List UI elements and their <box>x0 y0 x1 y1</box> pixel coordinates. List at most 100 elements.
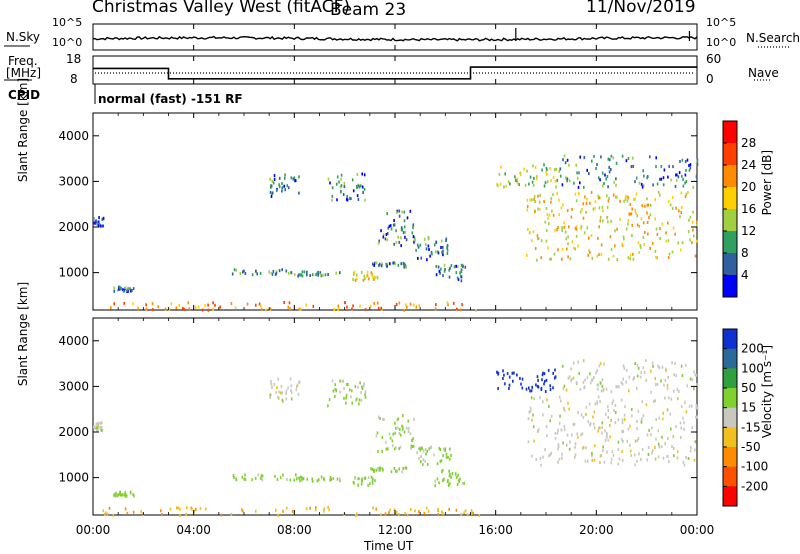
velocity-echo-region-5 <box>352 475 376 488</box>
power-colorbar-tick: 28 <box>741 136 756 150</box>
x-tick-label: 04:00 <box>176 523 211 537</box>
velocity-colorbar-tick: 200 <box>741 342 764 356</box>
power-echo-region-0 <box>93 216 105 228</box>
nsky-tick-top: 10^5 <box>52 16 83 29</box>
velocity-colorbar-label: Velocity [m s⁻¹] <box>760 345 774 439</box>
velocity-colorbar-frame <box>722 328 738 507</box>
nave-tick-top: 60 <box>706 52 722 66</box>
nsearch-tick-bottom: 10^0 <box>706 36 737 49</box>
velocity-colorbar-swatch <box>723 427 737 448</box>
power-colorbar-swatch <box>723 253 737 276</box>
power-y-tick-label: 4000 <box>58 129 89 143</box>
x-tick-label: 12:00 <box>378 523 413 537</box>
power-colorbar-swatch <box>723 187 737 210</box>
freq-tick-top: 18 <box>66 52 82 66</box>
freq-tick-bottom: 8 <box>70 72 78 86</box>
power-echo-region-2 <box>110 301 477 312</box>
velocity-colorbar-tick: 100 <box>741 361 764 375</box>
x-tick-label: 00:00 <box>76 523 111 537</box>
velocity-y-tick-label: 3000 <box>58 379 89 393</box>
x-axis-label: Time UT <box>364 539 414 553</box>
power-echo-region-14 <box>559 154 699 189</box>
velocity-colorbar-tick: 15 <box>741 401 756 415</box>
nsearch-label: N.Search <box>746 31 800 45</box>
velocity-y-tick-label: 4000 <box>58 334 89 348</box>
velocity-colorbar-swatch <box>723 368 737 389</box>
power-y-tick-label: 3000 <box>58 174 89 188</box>
velocity-colorbar-tick: 50 <box>741 381 756 395</box>
velocity-echo-region-14 <box>561 359 699 394</box>
power-colorbar-tick: 24 <box>741 158 756 172</box>
x-tick-label: 00:00 <box>680 523 715 537</box>
power-colorbar-label: Power [dB] <box>760 150 774 216</box>
power-echo-region-1 <box>113 285 135 293</box>
power-colorbar-swatch <box>723 143 737 166</box>
velocity-echo-region-9 <box>375 414 415 453</box>
power-echo-region-12 <box>496 163 561 189</box>
cpid-label: CPID <box>8 88 41 102</box>
station-title: Christmas Valley West (fitACF) <box>92 0 351 17</box>
velocity-echo-region-11 <box>434 468 466 488</box>
velocity-echo-region-7 <box>269 377 301 403</box>
power-colorbar-tick: 16 <box>741 202 756 216</box>
power-colorbar-swatch <box>723 275 737 298</box>
power-colorbar-swatch <box>723 121 737 144</box>
velocity-colorbar-swatch <box>723 348 737 369</box>
power-echo-region-4 <box>297 270 341 278</box>
velocity-colorbar-swatch <box>723 388 737 409</box>
noise-sky-trace <box>92 35 698 42</box>
cpid-text: normal (fast) -151 RF <box>98 92 243 106</box>
power-echo-region-3 <box>231 268 296 277</box>
nsky-label: N.Sky <box>6 30 41 44</box>
freq-label: Freq. <box>8 54 38 68</box>
x-tick-label: 20:00 <box>579 523 614 537</box>
power-echo-region-11 <box>435 263 467 283</box>
velocity-colorbar-tick: -200 <box>741 479 768 493</box>
velocity-colorbar-tick: -15 <box>741 420 761 434</box>
freq-unit-label: [MHz] <box>6 66 42 80</box>
power-colorbar-tick: 4 <box>741 268 749 282</box>
power-colorbar-tick: 12 <box>741 224 756 238</box>
power-colorbar-swatch <box>723 209 737 232</box>
velocity-echo-region-2 <box>102 505 481 518</box>
velocity-y-tick-label: 2000 <box>58 425 89 439</box>
power-echo-region-10 <box>415 236 449 262</box>
velocity-echo-region-12 <box>496 368 557 393</box>
power-colorbar-tick: 20 <box>741 180 756 194</box>
velocity-echo-region-6 <box>370 466 408 474</box>
power-echo-region-13 <box>526 190 698 262</box>
nsearch-tick-top: 10^5 <box>706 16 737 29</box>
power-echo-region-6 <box>372 261 407 269</box>
velocity-colorbar-tick: -100 <box>741 460 768 474</box>
velocity-echo-region-3 <box>232 473 300 482</box>
velocity-colorbar-swatch <box>723 486 737 507</box>
power-echo-region-7 <box>269 173 300 198</box>
power-panel-frame <box>92 112 698 311</box>
velocity-panel-ylabel: Slant Range [km] <box>16 281 30 387</box>
x-tick-label: 08:00 <box>277 523 312 537</box>
frequency-step-line <box>93 66 697 80</box>
power-panel-ylabel: Slant Range [km] <box>16 77 30 183</box>
velocity-colorbar-tick: -50 <box>741 440 761 454</box>
power-colorbar-swatch <box>723 165 737 188</box>
nave-tick-bottom: 0 <box>706 72 714 86</box>
power-colorbar-tick: 8 <box>741 246 749 260</box>
x-tick-label: 16:00 <box>478 523 513 537</box>
velocity-y-tick-label: 1000 <box>58 471 89 485</box>
velocity-colorbar-swatch <box>723 447 737 468</box>
power-y-tick-label: 1000 <box>58 266 89 280</box>
nave-label: Nave <box>748 66 779 80</box>
nsky-tick-bottom: 10^0 <box>52 36 83 49</box>
beam-label: Beam 23 <box>330 0 407 20</box>
power-echo-region-8 <box>327 172 366 202</box>
velocity-colorbar-swatch <box>723 407 737 428</box>
velocity-echo-region-0 <box>93 421 104 433</box>
power-echo-region-9 <box>377 209 416 248</box>
velocity-colorbar-swatch <box>723 329 737 350</box>
velocity-echo-region-8 <box>327 379 367 408</box>
velocity-echo-region-4 <box>296 475 341 483</box>
velocity-colorbar-swatch <box>723 466 737 487</box>
power-echo-region-5 <box>352 270 379 282</box>
velocity-echo-region-1 <box>113 490 135 498</box>
